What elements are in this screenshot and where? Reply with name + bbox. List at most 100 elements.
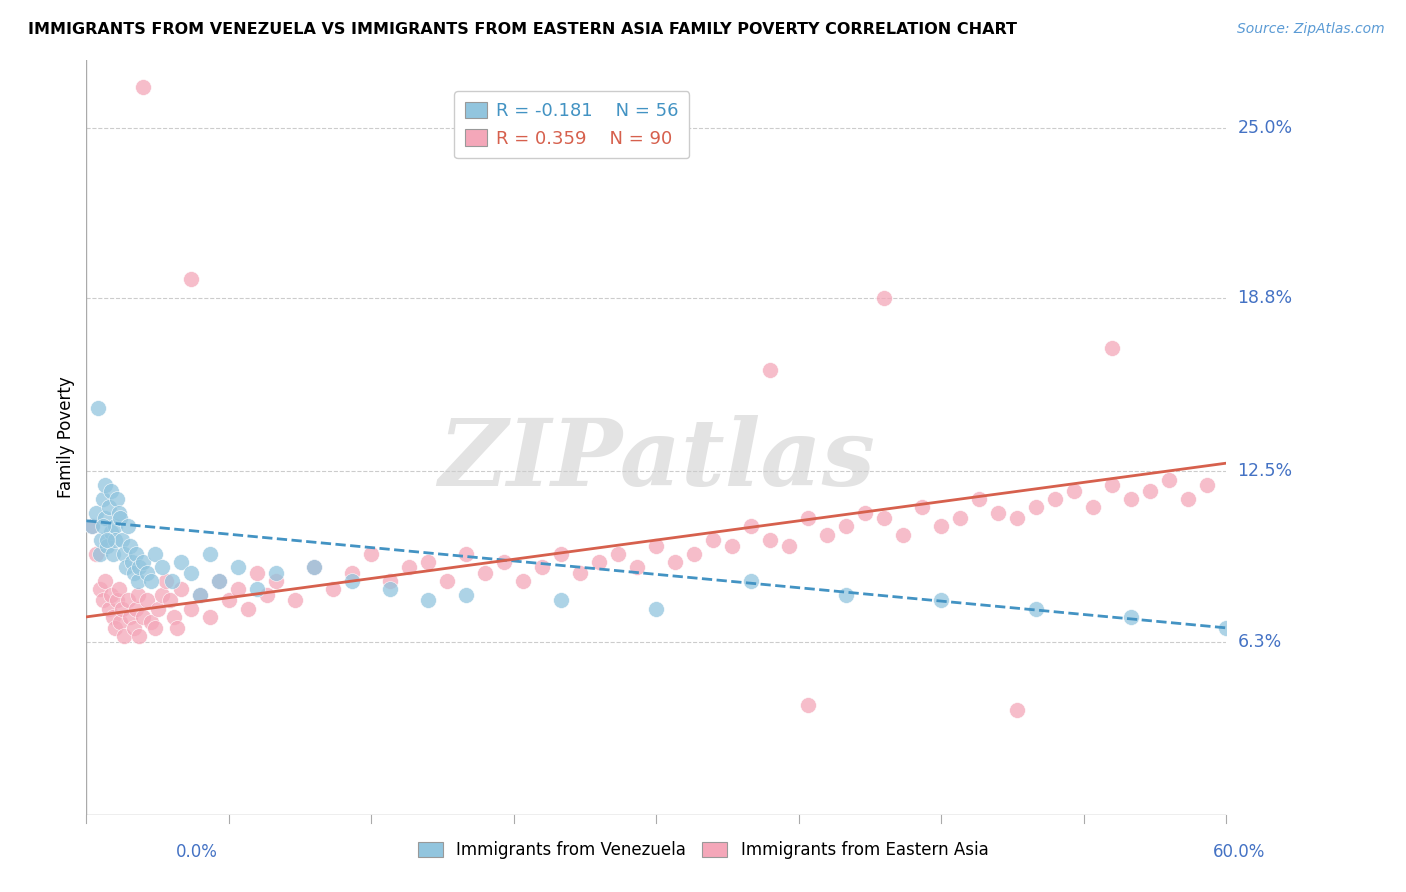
Point bbox=[110, 511, 132, 525]
Point bbox=[180, 566, 202, 580]
Y-axis label: Family Poverty: Family Poverty bbox=[58, 376, 75, 498]
Point bbox=[304, 560, 326, 574]
Point bbox=[84, 506, 107, 520]
Text: IMMIGRANTS FROM VENEZUELA VS IMMIGRANTS FROM EASTERN ASIA FAMILY POVERTY CORRELA: IMMIGRANTS FROM VENEZUELA VS IMMIGRANTS … bbox=[28, 22, 1017, 37]
Point bbox=[89, 547, 111, 561]
Point bbox=[94, 511, 117, 525]
Point bbox=[80, 519, 103, 533]
Point bbox=[170, 555, 193, 569]
Point bbox=[987, 506, 1010, 520]
Point bbox=[797, 698, 820, 712]
Point bbox=[148, 601, 170, 615]
Point bbox=[96, 539, 118, 553]
Point bbox=[246, 566, 269, 580]
Point bbox=[759, 363, 782, 377]
Point bbox=[873, 292, 896, 306]
Point bbox=[1025, 601, 1047, 615]
Point bbox=[456, 588, 478, 602]
Point bbox=[398, 560, 420, 574]
Point bbox=[198, 610, 221, 624]
Point bbox=[208, 574, 231, 589]
Point bbox=[418, 593, 440, 607]
Point bbox=[139, 574, 162, 589]
Point bbox=[342, 566, 364, 580]
Point bbox=[835, 519, 858, 533]
Point bbox=[664, 555, 686, 569]
Point bbox=[101, 610, 124, 624]
Point bbox=[115, 560, 138, 574]
Point bbox=[139, 615, 162, 630]
Point bbox=[136, 566, 159, 580]
Point bbox=[94, 574, 117, 589]
Point bbox=[494, 555, 516, 569]
Point bbox=[1215, 621, 1237, 635]
Point bbox=[360, 547, 382, 561]
Point bbox=[266, 566, 288, 580]
Point bbox=[80, 519, 103, 533]
Point bbox=[143, 547, 166, 561]
Point bbox=[89, 582, 111, 597]
Point bbox=[90, 533, 112, 547]
Point bbox=[111, 601, 134, 615]
Point bbox=[626, 560, 648, 574]
Point bbox=[86, 401, 108, 416]
Point bbox=[645, 601, 668, 615]
Text: 18.8%: 18.8% bbox=[1237, 289, 1292, 308]
Point bbox=[136, 593, 159, 607]
Point bbox=[98, 601, 121, 615]
Point bbox=[284, 593, 307, 607]
Point bbox=[93, 593, 115, 607]
Point bbox=[104, 533, 127, 547]
Point bbox=[105, 593, 128, 607]
Point bbox=[342, 574, 364, 589]
Point bbox=[1197, 478, 1219, 492]
Point bbox=[512, 574, 534, 589]
Point bbox=[110, 615, 132, 630]
Point bbox=[322, 582, 344, 597]
Point bbox=[163, 610, 186, 624]
Point bbox=[159, 593, 181, 607]
Text: 6.3%: 6.3% bbox=[1237, 632, 1282, 650]
Point bbox=[931, 519, 953, 533]
Point bbox=[98, 500, 121, 514]
Point bbox=[256, 588, 278, 602]
Point bbox=[1025, 500, 1047, 514]
Point bbox=[100, 588, 122, 602]
Point bbox=[150, 560, 173, 574]
Point bbox=[117, 519, 139, 533]
Point bbox=[569, 566, 592, 580]
Point bbox=[107, 506, 129, 520]
Point bbox=[740, 574, 762, 589]
Point bbox=[873, 511, 896, 525]
Legend: Immigrants from Venezuela, Immigrants from Eastern Asia: Immigrants from Venezuela, Immigrants fr… bbox=[411, 835, 995, 866]
Point bbox=[721, 539, 744, 553]
Point bbox=[132, 610, 155, 624]
Point bbox=[208, 574, 231, 589]
Point bbox=[380, 574, 402, 589]
Point bbox=[94, 478, 117, 492]
Legend: R = -0.181    N = 56, R = 0.359    N = 90: R = -0.181 N = 56, R = 0.359 N = 90 bbox=[454, 91, 689, 159]
Point bbox=[969, 491, 991, 506]
Point bbox=[93, 491, 115, 506]
Point bbox=[218, 593, 240, 607]
Point bbox=[150, 588, 173, 602]
Point bbox=[104, 519, 127, 533]
Point bbox=[797, 511, 820, 525]
Point bbox=[188, 588, 211, 602]
Point bbox=[143, 621, 166, 635]
Point bbox=[128, 629, 150, 643]
Text: 0.0%: 0.0% bbox=[176, 843, 218, 861]
Point bbox=[105, 491, 128, 506]
Point bbox=[155, 574, 177, 589]
Point bbox=[127, 588, 149, 602]
Point bbox=[740, 519, 762, 533]
Point bbox=[778, 539, 800, 553]
Text: 60.0%: 60.0% bbox=[1213, 843, 1265, 861]
Point bbox=[1063, 483, 1085, 498]
Point bbox=[96, 533, 118, 547]
Point bbox=[418, 555, 440, 569]
Point bbox=[588, 555, 610, 569]
Point bbox=[380, 582, 402, 597]
Point bbox=[1121, 610, 1143, 624]
Point bbox=[1177, 491, 1199, 506]
